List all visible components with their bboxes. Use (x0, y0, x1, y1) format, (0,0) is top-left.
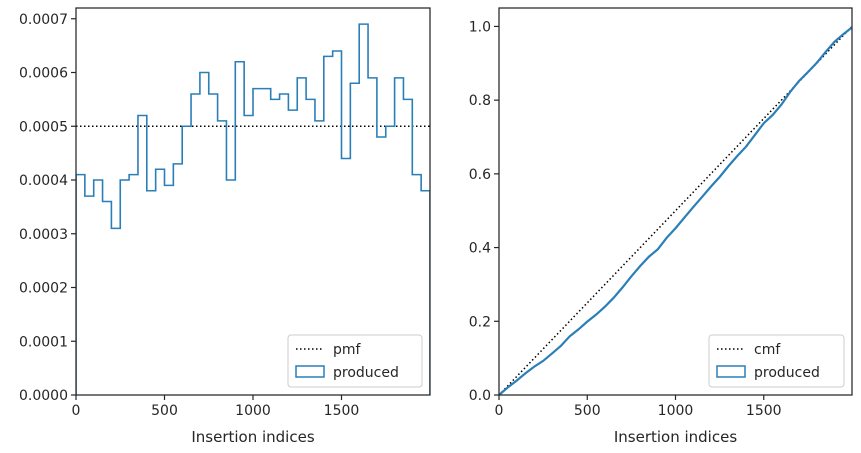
x-axis-label: Insertion indices (614, 428, 737, 446)
cmf-panel: 0 500 1000 1500 0.0 0.2 0.4 0.6 0.8 1.0 Insertion … (469, 7, 853, 446)
y-tick-label: 1.0 (469, 19, 491, 35)
legend: cmf produced (708, 334, 845, 388)
x-tick-label: 1500 (746, 403, 782, 419)
x-tick-label: 500 (151, 403, 178, 419)
x-tick-label: 1000 (235, 403, 271, 419)
y-tick-label: 0.2 (469, 314, 491, 330)
y-tick-label: 0.0004 (19, 173, 68, 189)
legend-swatch-produced (716, 365, 746, 378)
legend-label-produced: produced (333, 365, 399, 381)
x-tick-label: 0 (495, 403, 504, 419)
x-axis-label: Insertion indices (191, 428, 314, 446)
pmf-series-produced (76, 23, 430, 395)
legend-label-cmf: cmf (754, 342, 781, 358)
plot-area (499, 25, 852, 395)
legend: pmf produced (287, 334, 423, 388)
cmf-series-produced (499, 26, 852, 395)
y-tick-label: 0.8 (469, 93, 491, 109)
legend-label-produced: produced (754, 365, 820, 381)
y-tick-label: 0.0007 (19, 12, 68, 28)
y-tick-label: 0.0000 (19, 388, 68, 404)
legend-box (708, 334, 845, 388)
y-tick-label: 0.0003 (19, 227, 68, 243)
y-tick-label: 0.0001 (19, 334, 68, 350)
x-tick-label: 500 (574, 403, 601, 419)
plot-area (76, 23, 430, 395)
legend-box (287, 334, 423, 388)
x-tick-label: 1500 (324, 403, 360, 419)
legend-label-pmf: pmf (333, 342, 362, 358)
y-tick-label: 0.0006 (19, 66, 68, 82)
legend-swatch-produced (295, 365, 325, 378)
y-tick-label: 0.4 (469, 241, 491, 257)
pmf-panel: 0 500 1000 1500 0.0000 0.0001 0.0002 0.0003 0.00… (19, 7, 431, 446)
x-tick-label: 1000 (658, 403, 694, 419)
y-tick-label: 0.0005 (19, 119, 68, 135)
x-tick-label: 0 (72, 403, 81, 419)
y-tick-label: 0.6 (469, 167, 491, 183)
y-tick-label: 0.0 (469, 388, 491, 404)
y-tick-label: 0.0002 (19, 281, 68, 297)
